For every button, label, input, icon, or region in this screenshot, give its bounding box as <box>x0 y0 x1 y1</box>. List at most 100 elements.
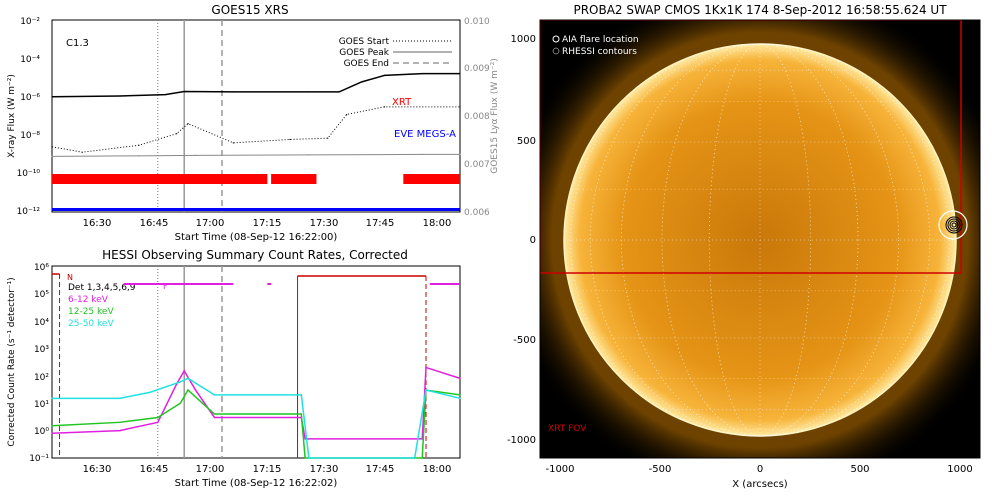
hessi-legend: Det 1,3,4,5,6,9 6-12 keV 12-25 keV 25-50… <box>68 283 136 329</box>
series-point <box>421 153 423 155</box>
series-point <box>183 370 186 372</box>
goes-xtick-label: 16:30 <box>83 218 112 229</box>
series-point <box>300 413 303 415</box>
series-point <box>51 397 53 400</box>
hessi-ytick-label: 10¹ <box>34 400 49 410</box>
goes-y2-axis-label: GOES15 Lyα Flux (W m⁻²) <box>490 58 500 174</box>
hessi-ytick-label: 10⁵ <box>34 290 49 300</box>
hessi-xtick-label: 16:30 <box>83 464 112 475</box>
goes-title: GOES15 XRS <box>211 3 288 17</box>
hessi-flag-n: N <box>67 273 73 282</box>
legend-goes-start-label: GOES Start <box>339 37 390 47</box>
hessi-legend-12-25: 12-25 keV <box>68 307 114 317</box>
series-point <box>51 432 53 435</box>
legend-aia-symbol <box>552 35 560 43</box>
legend-aia-label: AIA flare location <box>562 35 639 45</box>
hessi-xtick-label: 17:00 <box>196 464 225 475</box>
series-point <box>194 389 197 391</box>
eve-label: EVE MEGS-A <box>394 129 456 140</box>
series-point <box>81 151 83 153</box>
goes-y2tick-label: 0.008 <box>464 112 490 122</box>
series-point <box>138 144 140 146</box>
series-point <box>459 106 461 108</box>
legend-goes-peak-label: GOES Peak <box>339 48 389 58</box>
series-line-goes-long <box>51 72 460 98</box>
goes-x-axis-label: Start Time (08-Sep-12 16:22:00) <box>175 232 338 243</box>
series-point <box>327 137 329 139</box>
series-point <box>213 413 216 415</box>
goes-plot-frame <box>51 19 461 213</box>
series-point <box>459 153 461 155</box>
series-line-12-25-kev <box>51 388 461 459</box>
series-point <box>119 397 121 400</box>
series-point <box>289 138 291 141</box>
swap-x-ticks: -1000 -500 0 500 1000 <box>545 464 972 475</box>
goes-legend: GOES Start GOES Peak GOES End <box>339 37 452 69</box>
series-point <box>119 429 121 432</box>
series-point <box>421 457 424 459</box>
grid-longitude-line <box>621 43 899 437</box>
hessi-y-ticks: 10⁶ 10⁵ 10⁴ 10³ 10² 10¹ 10⁰ 10⁻¹ <box>29 263 49 464</box>
goes-ytick-label: 10⁻⁸ <box>20 131 40 141</box>
series-point <box>361 81 363 83</box>
swap-image: AIA flare location RHESSI contours XRT F… <box>540 20 980 458</box>
swap-xtick-label: 1000 <box>947 464 972 475</box>
swap-frame <box>539 19 981 459</box>
grid-longitude-line <box>661 43 859 437</box>
series-line-6-12-kev <box>51 366 461 440</box>
goes-ytick-label: 10⁻¹⁰ <box>17 169 41 179</box>
swap-x-axis-label: X (arcsecs) <box>732 479 788 490</box>
series-point <box>459 397 461 400</box>
hessi-x-ticks: 16:30 16:45 17:00 17:15 17:30 17:45 18:0… <box>83 464 452 475</box>
series-point <box>183 90 185 93</box>
rhessi-contour <box>951 222 957 228</box>
hessi-xtick-label: 17:30 <box>310 464 339 475</box>
swap-ytick-label: 0 <box>530 235 536 246</box>
swap-xtick-label: -1000 <box>545 464 574 475</box>
hessi-flag-f: F <box>163 282 168 291</box>
series-point <box>156 421 159 424</box>
series-point <box>459 377 461 380</box>
goes-xtick-label: 17:00 <box>196 218 225 229</box>
xrt-coverage-bar <box>271 174 317 184</box>
goes-ytick-label: 10⁻⁴ <box>20 55 40 65</box>
swap-xtick-label: -500 <box>649 464 672 475</box>
hessi-xtick-label: 16:45 <box>140 464 169 475</box>
swap-ytick-label: 1000 <box>511 34 536 45</box>
xrt-label: XRT <box>392 97 412 108</box>
hessi-ytick-label: 10⁰ <box>34 427 49 437</box>
xrt-fov-label: XRT FOV <box>548 424 587 434</box>
hessi-title: HESSI Observing Summary Count Rates, Cor… <box>102 248 408 262</box>
series-point <box>164 94 166 96</box>
swap-ytick-label: 500 <box>517 136 536 147</box>
series-point <box>308 457 310 459</box>
goes-y2tick-label: 0.007 <box>464 160 490 170</box>
goes-panel: GOES15 XRS 10⁻² 10⁻⁴ 10⁻⁶ 10⁻⁸ 10⁻¹⁰ 10⁻… <box>7 3 500 243</box>
rhessi-contour <box>949 220 959 230</box>
hessi-ytick-label: 10⁻¹ <box>29 454 49 464</box>
goes-x-ticks: 16:30 16:45 17:00 17:15 17:30 17:45 18:0… <box>83 218 452 229</box>
legend-rhessi-label: RHESSI contours <box>562 47 637 57</box>
xrt-coverage-bar <box>52 174 268 184</box>
goes-ytick-label: 10⁻⁶ <box>20 93 40 103</box>
series-point <box>421 73 423 75</box>
series-point <box>459 73 461 75</box>
goes-xtick-label: 17:30 <box>310 218 339 229</box>
series-point <box>425 389 427 391</box>
series-point <box>179 402 182 404</box>
series-point <box>459 394 461 396</box>
goes-data-marks <box>51 20 461 212</box>
series-point <box>213 416 216 419</box>
eve-coverage-bar <box>52 208 460 211</box>
xrt-fov-box <box>540 20 962 274</box>
grid-longitude-line <box>661 43 859 437</box>
aia-flare-location-marker <box>938 210 968 240</box>
series-point <box>232 142 234 144</box>
series-point <box>187 123 189 125</box>
hessi-xtick-label: 18:00 <box>423 464 452 475</box>
series-point <box>138 155 140 157</box>
goes-y-ticks: 10⁻² 10⁻⁴ 10⁻⁶ 10⁻⁸ 10⁻¹⁰ 10⁻¹² <box>17 17 41 217</box>
series-point <box>179 380 182 383</box>
goes-y2tick-label: 0.006 <box>464 208 490 218</box>
series-point <box>149 391 152 394</box>
